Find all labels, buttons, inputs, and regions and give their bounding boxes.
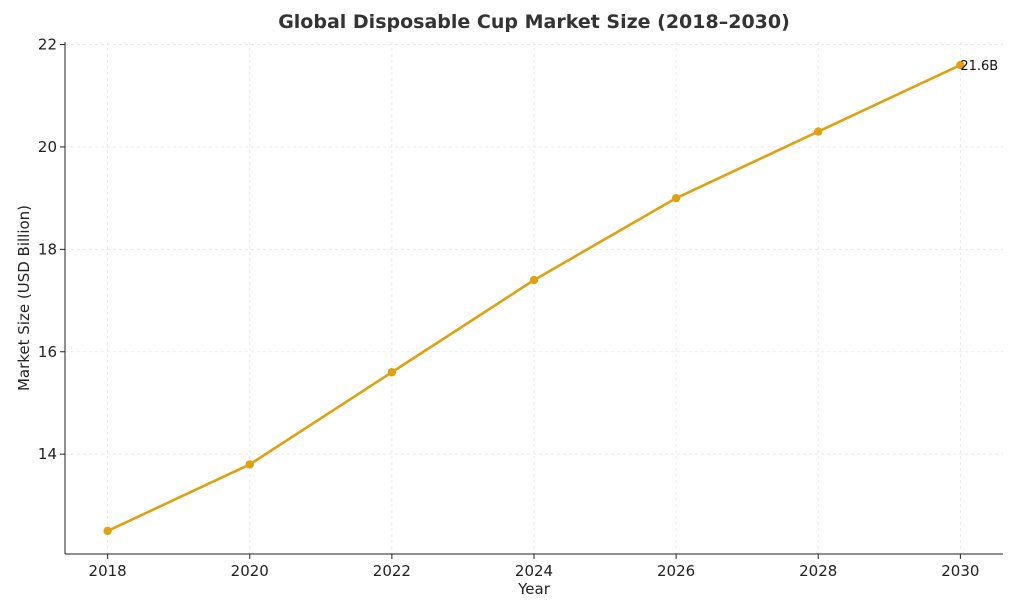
data-point (529, 275, 539, 285)
x-tick-label: 2024 (515, 562, 553, 580)
data-point (103, 526, 112, 536)
data-label: 21.6B (960, 59, 998, 74)
x-tick-label: 2020 (231, 562, 269, 580)
grid-lines (65, 42, 1003, 554)
x-tick-label: 2022 (373, 562, 411, 580)
data-point (814, 127, 823, 136)
x-axis-label: Year (517, 580, 551, 598)
y-tick-label: 16 (38, 343, 57, 361)
x-tick-label: 2018 (89, 562, 127, 580)
y-tick-label: 20 (38, 138, 57, 156)
y-axis-label: Market Size (USD Billion) (15, 205, 33, 391)
data-point (956, 60, 965, 70)
data-labels: 21.6B (960, 59, 998, 74)
y-tick-label: 18 (38, 240, 57, 258)
x-tick-label: 2030 (941, 562, 979, 580)
x-tick-label: 2028 (799, 562, 837, 580)
x-tick-label: 2026 (657, 562, 695, 580)
y-tick-label: 14 (38, 445, 57, 463)
data-point (387, 368, 397, 377)
series (103, 60, 965, 536)
y-tick-label: 22 (38, 36, 57, 54)
axes (64, 42, 1003, 555)
data-point (245, 460, 254, 469)
chart-title: Global Disposable Cup Market Size (2018–… (278, 11, 790, 33)
data-point (671, 193, 681, 203)
